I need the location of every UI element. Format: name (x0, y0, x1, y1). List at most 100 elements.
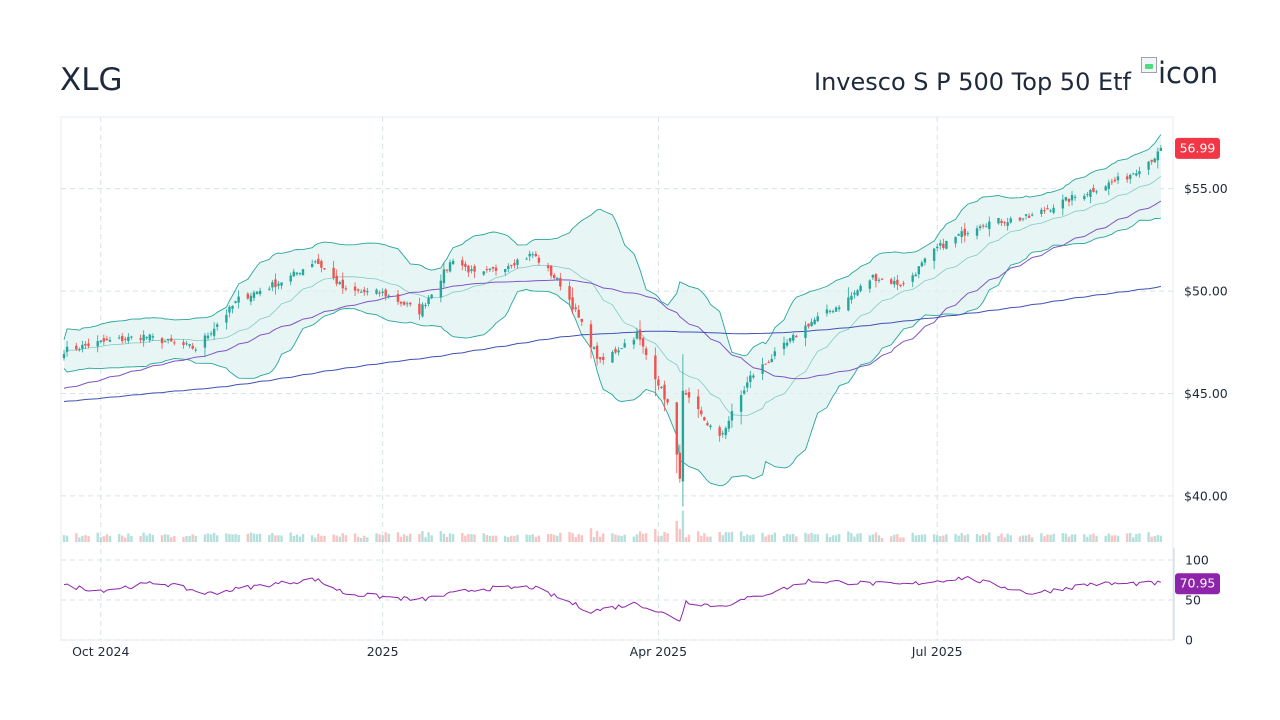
volume-bar (117, 534, 121, 542)
candle-body (697, 396, 700, 410)
volume-bar (268, 535, 271, 542)
volume-bar (1135, 534, 1138, 542)
volume-bar (549, 534, 553, 542)
candle-body (641, 338, 645, 347)
candle-body (975, 228, 979, 236)
volume-bar (142, 532, 145, 542)
candle-body (620, 348, 623, 350)
volume-bar (102, 536, 106, 542)
volume-bar (724, 532, 727, 542)
candle-body (182, 342, 185, 345)
candle-body (1104, 186, 1107, 191)
volume-bar (620, 535, 623, 542)
volume-bar (663, 531, 666, 542)
volume-bar (721, 535, 724, 542)
candle-body (399, 301, 403, 304)
candle-body (1030, 214, 1034, 216)
candle-body (577, 309, 580, 318)
volume-bar (513, 535, 516, 542)
volume-bar (151, 534, 155, 542)
candle-body (546, 265, 550, 268)
fund-logo-alt-text: icon (1158, 56, 1219, 90)
bollinger-lower (63, 217, 1161, 487)
price-tick-label: $50.00 (1184, 284, 1228, 299)
candle-body (1095, 191, 1098, 193)
volume-bar (678, 528, 682, 542)
candle-body (258, 290, 262, 295)
volume-bar (559, 532, 562, 542)
candle-body (856, 290, 859, 296)
candle-body (353, 286, 357, 291)
volume-bar (1089, 534, 1092, 542)
volume-bar (644, 533, 648, 542)
volume-bar (813, 534, 816, 542)
volume-bar (660, 535, 663, 542)
candle-body (191, 345, 194, 349)
volume-bar (353, 533, 357, 542)
volume-bar (234, 534, 237, 542)
candle-body (1018, 217, 1022, 221)
volume-bar (1021, 535, 1025, 542)
volume-bar (942, 535, 945, 542)
volume-bar (816, 534, 819, 542)
volume-bar (792, 533, 795, 542)
candle-body (939, 243, 942, 246)
volume-bar (510, 535, 513, 542)
candle-body (877, 279, 881, 281)
volume-bar (323, 535, 326, 542)
volume-bar (65, 535, 69, 542)
candle-body (1150, 159, 1153, 162)
candle-body (706, 423, 709, 426)
candle-body (537, 257, 541, 263)
volume-bar (718, 531, 721, 542)
candle-body (341, 279, 345, 289)
candle-body (574, 307, 577, 310)
price-tick-label: $40.00 (1184, 488, 1228, 503)
candle-body (166, 338, 170, 341)
volume-bar (246, 533, 250, 542)
volume-bar (1147, 532, 1150, 542)
volume-bar (301, 534, 305, 542)
candle-body (602, 356, 605, 360)
candle-body (767, 362, 770, 364)
volume-bar (402, 534, 406, 542)
volume-bar (828, 537, 832, 542)
candle-body (163, 341, 167, 343)
volume-bar (749, 535, 752, 542)
volume-bar (936, 535, 939, 542)
volume-bar (130, 536, 133, 542)
volume-bar (1153, 536, 1156, 542)
volume-bar (464, 535, 467, 542)
candle-body (988, 221, 991, 230)
candle-body (237, 296, 240, 303)
candle-body (899, 284, 902, 287)
candle-body (292, 271, 295, 277)
candle-body (323, 268, 326, 270)
candle-body (559, 278, 562, 287)
volume-bar (1003, 537, 1006, 542)
volume-bar (837, 533, 841, 542)
candle-body (314, 261, 317, 263)
candle-body (746, 382, 749, 388)
candle-body (718, 427, 721, 436)
volume-bar (1049, 534, 1052, 542)
volume-bar (1086, 536, 1089, 542)
candle-body (666, 399, 669, 403)
candle-body (957, 234, 960, 236)
volume-bar (537, 535, 541, 542)
candle-body (117, 337, 121, 339)
volume-bar (78, 537, 81, 542)
volume-bar (666, 533, 669, 542)
volume-bar (163, 534, 167, 542)
volume-bar (84, 534, 87, 542)
candle-body (752, 375, 755, 378)
volume-bar (767, 534, 770, 542)
volume-bar (807, 533, 810, 542)
candle-body (837, 307, 841, 310)
candle-body (804, 325, 807, 338)
volume-bar (681, 510, 685, 542)
candle-body (792, 334, 795, 341)
volume-bar (366, 537, 369, 542)
volume-bar (212, 532, 216, 542)
